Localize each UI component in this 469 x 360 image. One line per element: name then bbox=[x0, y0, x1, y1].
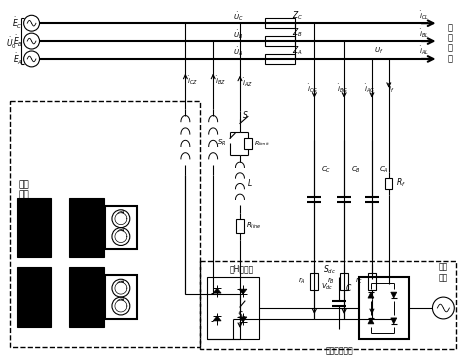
Text: $S_g$: $S_g$ bbox=[237, 310, 247, 324]
Text: $\dot{i}_{CL}$: $\dot{i}_{CL}$ bbox=[419, 9, 429, 22]
Polygon shape bbox=[239, 289, 247, 294]
Text: 主H桥单元: 主H桥单元 bbox=[230, 265, 254, 274]
Text: $Z_A$: $Z_A$ bbox=[292, 45, 303, 57]
Text: $S_{dc}$: $S_{dc}$ bbox=[323, 263, 336, 275]
Text: $\dot{E}_A$: $\dot{E}_A$ bbox=[13, 51, 23, 67]
Text: $C_B$: $C_B$ bbox=[351, 165, 361, 175]
Text: $\dot{i}_{AZ}$: $\dot{i}_{AZ}$ bbox=[242, 76, 253, 89]
Bar bbox=[69, 198, 104, 257]
Bar bbox=[200, 261, 456, 349]
Text: $V_{dc}$: $V_{dc}$ bbox=[321, 282, 333, 292]
Text: 不可控整流器: 不可控整流器 bbox=[325, 346, 353, 355]
Text: $C_A$: $C_A$ bbox=[379, 165, 389, 175]
Bar bbox=[17, 198, 52, 257]
Polygon shape bbox=[368, 318, 374, 324]
Bar bbox=[265, 54, 295, 64]
Bar bbox=[340, 273, 348, 291]
Bar bbox=[368, 273, 376, 291]
Polygon shape bbox=[213, 316, 221, 321]
Text: $\dot{E}_B$: $\dot{E}_B$ bbox=[13, 33, 23, 49]
Text: $Z_C$: $Z_C$ bbox=[292, 9, 303, 22]
Polygon shape bbox=[239, 317, 247, 322]
Bar bbox=[386, 178, 392, 189]
Text: $\dot{i}_{BG}$: $\dot{i}_{BG}$ bbox=[337, 82, 348, 95]
Text: 交流
电源: 交流 电源 bbox=[439, 262, 448, 282]
Text: $\dot{i}_{BZ}$: $\dot{i}_{BZ}$ bbox=[215, 74, 226, 87]
Bar bbox=[207, 277, 259, 339]
Bar bbox=[236, 220, 244, 233]
Text: $\dot{E}_C$: $\dot{E}_C$ bbox=[12, 15, 23, 31]
Text: $\dot{i}_{AL}$: $\dot{i}_{AL}$ bbox=[419, 45, 428, 58]
Text: $R_{limit}$: $R_{limit}$ bbox=[254, 139, 270, 148]
Bar bbox=[265, 36, 295, 46]
Bar bbox=[310, 273, 318, 291]
Polygon shape bbox=[391, 292, 397, 298]
Bar bbox=[17, 267, 52, 327]
Text: $r_A$: $r_A$ bbox=[297, 276, 305, 286]
Text: $\dot{i}_{CZ}$: $\dot{i}_{CZ}$ bbox=[188, 74, 198, 87]
Text: $\dot{i}_{CG}$: $\dot{i}_{CG}$ bbox=[307, 82, 318, 95]
Text: $S_R$: $S_R$ bbox=[218, 138, 227, 148]
Text: 柔性
消弧
装置: 柔性 消弧 装置 bbox=[18, 180, 29, 210]
Text: $\dot{U}_C$: $\dot{U}_C$ bbox=[233, 10, 243, 23]
Polygon shape bbox=[213, 288, 221, 293]
Text: $\dot{i}_{BL}$: $\dot{i}_{BL}$ bbox=[419, 27, 428, 40]
Bar bbox=[10, 100, 200, 347]
Text: $r_C$: $r_C$ bbox=[355, 276, 363, 286]
Bar bbox=[105, 206, 137, 249]
Text: $C_C$: $C_C$ bbox=[321, 165, 332, 175]
Text: $L$: $L$ bbox=[247, 177, 253, 189]
Text: $R_{line}$: $R_{line}$ bbox=[246, 221, 262, 231]
Text: $\dot{U}_A$: $\dot{U}_A$ bbox=[233, 45, 243, 58]
Text: $\dot{i}_{AG}$: $\dot{i}_{AG}$ bbox=[363, 82, 374, 95]
Text: $R_f$: $R_f$ bbox=[396, 177, 406, 189]
Text: $C$: $C$ bbox=[346, 282, 353, 293]
Bar bbox=[69, 267, 104, 327]
Bar bbox=[359, 277, 408, 339]
Text: $S$: $S$ bbox=[242, 109, 248, 120]
Bar bbox=[105, 275, 137, 319]
Text: $U_f$: $U_f$ bbox=[374, 46, 384, 56]
Text: $r_B$: $r_B$ bbox=[327, 276, 335, 286]
Bar bbox=[244, 138, 252, 149]
Text: $\dot{U}_0$: $\dot{U}_0$ bbox=[7, 35, 17, 51]
Polygon shape bbox=[391, 318, 397, 324]
Text: 三
相
负
荷: 三 相 负 荷 bbox=[448, 23, 453, 63]
Polygon shape bbox=[368, 292, 374, 298]
Text: $\dot{U}_B$: $\dot{U}_B$ bbox=[233, 28, 243, 41]
Bar bbox=[265, 18, 295, 28]
Text: $\dot{i}_f$: $\dot{i}_f$ bbox=[387, 82, 394, 95]
Text: $Z_B$: $Z_B$ bbox=[292, 27, 303, 39]
